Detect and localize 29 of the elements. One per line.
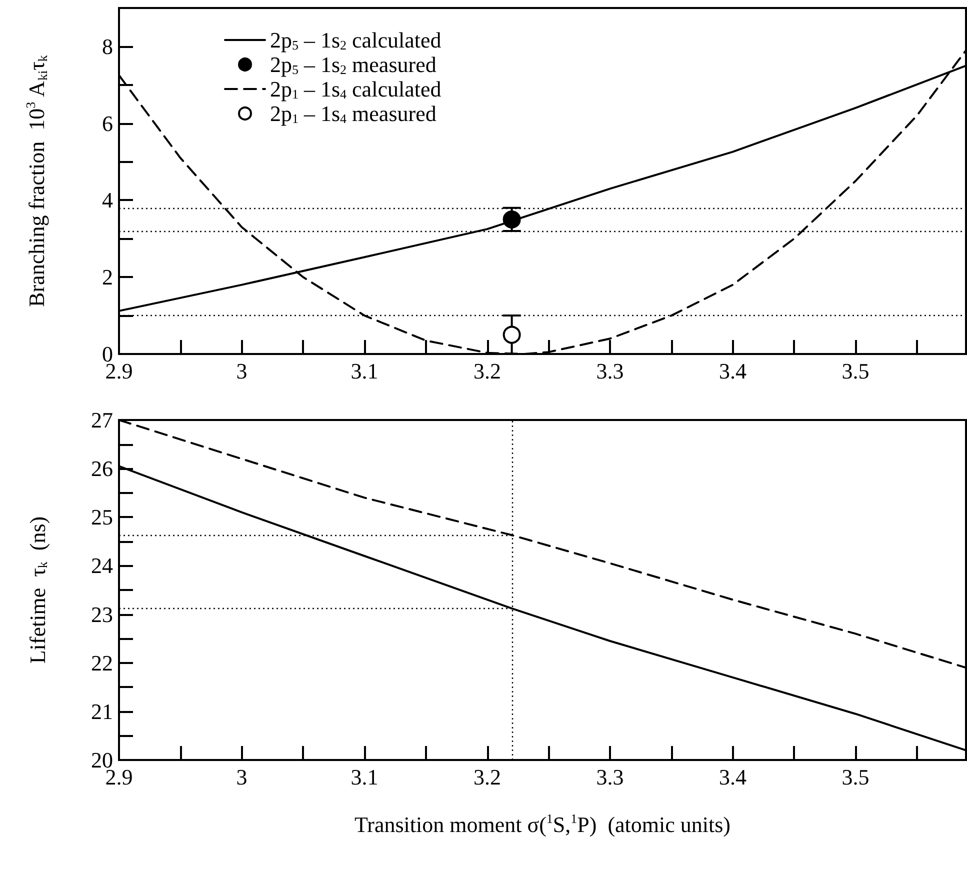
legend-label: 2p5 – 1s2 measured bbox=[270, 52, 436, 77]
y-tick-label: 8 bbox=[102, 34, 113, 59]
x-tick-label: 3.3 bbox=[596, 764, 624, 790]
x-tick-label: 3.2 bbox=[474, 764, 502, 790]
x-tick-label: 3.3 bbox=[596, 358, 624, 384]
y-tick-label: 25 bbox=[91, 504, 113, 530]
x-tick-label: 3.1 bbox=[350, 764, 378, 790]
y-tick-label: 22 bbox=[91, 650, 113, 676]
y-tick-label: 6 bbox=[102, 110, 113, 136]
y-tick-label: 4 bbox=[102, 188, 113, 213]
x-tick-label: 3 bbox=[236, 358, 248, 384]
y-tick-label: 21 bbox=[91, 698, 113, 724]
x-tick-label: 3 bbox=[236, 764, 248, 790]
legend-label: 2p5 – 1s2 calculated bbox=[270, 28, 442, 52]
x-tick-label: 3.1 bbox=[350, 358, 378, 384]
y-tick-label: 2 bbox=[102, 264, 113, 290]
x-tick-label: 3.5 bbox=[842, 358, 870, 384]
legend-label: 2p1 – 1s4 measured bbox=[270, 101, 436, 126]
x-tick-label: 3.5 bbox=[842, 764, 870, 790]
x-tick-label: 3.4 bbox=[719, 764, 747, 790]
x-tick-label: 3.2 bbox=[474, 358, 502, 384]
y-axis-title: Branching fraction 103 Akiτk bbox=[23, 54, 50, 307]
y-tick-label: 27 bbox=[91, 408, 113, 432]
y-axis-title: Lifetime τk (ns) bbox=[25, 516, 50, 664]
x-tick-label: 3.4 bbox=[719, 358, 747, 384]
y-tick-label: 24 bbox=[91, 553, 113, 578]
y-tick-label: 23 bbox=[91, 602, 113, 627]
y-tick-label: 26 bbox=[91, 456, 113, 482]
legend-label: 2p1 – 1s4 calculated bbox=[270, 76, 442, 102]
